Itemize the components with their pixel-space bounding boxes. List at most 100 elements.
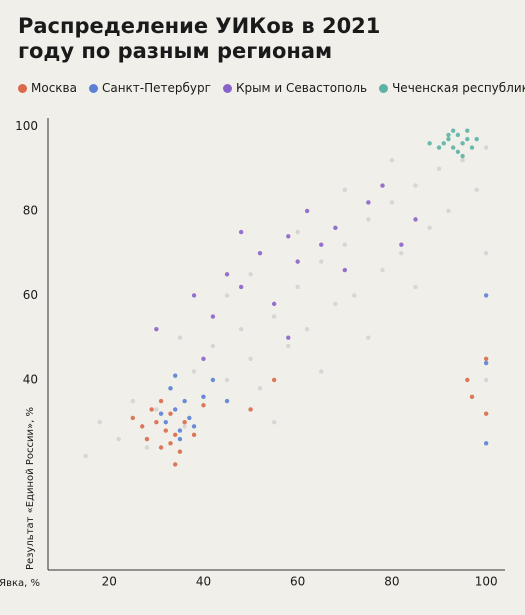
point — [224, 377, 230, 383]
point — [224, 398, 230, 404]
point — [389, 158, 395, 163]
point — [352, 293, 357, 298]
point — [224, 293, 230, 298]
point — [182, 419, 187, 425]
point — [366, 217, 371, 222]
point — [436, 145, 442, 150]
point — [380, 267, 385, 273]
point — [271, 377, 277, 383]
legend-marker — [222, 83, 232, 93]
point — [286, 335, 291, 340]
point — [238, 284, 244, 290]
point — [474, 136, 479, 142]
point — [154, 407, 159, 412]
point — [158, 411, 164, 416]
point — [286, 343, 291, 349]
point — [483, 411, 489, 416]
point — [427, 141, 432, 146]
point — [182, 398, 187, 404]
point — [446, 132, 451, 138]
point — [144, 436, 150, 442]
point — [182, 424, 187, 429]
point — [168, 411, 173, 416]
point — [173, 462, 178, 467]
y-axis-label: Результат «Единой России», % — [25, 407, 36, 570]
legend-item: Санкт-Петербург — [88, 81, 211, 95]
point — [149, 407, 154, 412]
point — [427, 225, 432, 231]
point — [210, 377, 216, 383]
legend: Москва Санкт-Петербург Крым и Севастополь Ч… — [18, 81, 525, 95]
point — [83, 453, 88, 459]
point — [342, 187, 348, 193]
point — [295, 284, 300, 290]
legend-label: Чеченская республика — [392, 81, 525, 95]
point — [191, 369, 197, 374]
point — [436, 166, 442, 171]
point — [469, 394, 475, 400]
point — [191, 293, 197, 298]
legend-label: Санкт-Петербург — [101, 81, 211, 95]
point — [248, 272, 253, 277]
point — [483, 441, 489, 446]
point — [441, 141, 446, 146]
series — [158, 293, 489, 446]
point — [201, 394, 206, 400]
point — [271, 419, 277, 425]
point — [210, 314, 216, 319]
point — [304, 327, 310, 332]
point — [366, 200, 371, 205]
point — [319, 369, 324, 374]
point — [380, 183, 385, 188]
point — [271, 314, 277, 319]
point — [460, 141, 465, 146]
point — [483, 377, 489, 383]
point — [483, 145, 489, 150]
point — [446, 208, 451, 214]
legend-label: Крым и Севастополь — [235, 81, 368, 95]
point — [257, 250, 263, 256]
point — [413, 217, 418, 222]
point — [483, 293, 489, 298]
y-tick-label: 60 — [23, 288, 38, 302]
point — [173, 373, 178, 378]
point — [455, 132, 461, 138]
point — [465, 377, 470, 383]
point — [177, 436, 183, 442]
point — [474, 187, 479, 193]
legend-marker — [18, 83, 27, 93]
point — [201, 356, 206, 361]
point — [333, 225, 338, 231]
point — [483, 356, 489, 361]
legend-marker — [379, 83, 389, 93]
point — [399, 242, 404, 247]
y-tick-label: 40 — [23, 372, 38, 386]
point — [238, 229, 244, 235]
point — [483, 250, 489, 256]
y-tick-label: 100 — [15, 119, 38, 133]
point — [342, 267, 348, 273]
y-tick-label: 80 — [23, 203, 38, 217]
series — [154, 183, 418, 361]
x-tick-label: 40 — [196, 575, 211, 589]
x-tick-label: 60 — [290, 575, 305, 589]
point — [191, 424, 197, 429]
point — [333, 301, 338, 307]
point — [187, 415, 192, 421]
point — [177, 428, 183, 433]
series — [130, 356, 489, 467]
point — [163, 428, 168, 433]
point — [366, 335, 371, 340]
legend-item: Чеченская республика — [379, 81, 525, 95]
point — [158, 398, 164, 404]
point — [460, 158, 465, 163]
point — [97, 419, 103, 425]
point — [248, 407, 253, 412]
point — [460, 153, 465, 159]
x-tick-label: 100 — [475, 575, 498, 589]
point — [154, 419, 159, 425]
point — [455, 149, 461, 154]
point — [413, 284, 418, 290]
point — [271, 301, 277, 307]
